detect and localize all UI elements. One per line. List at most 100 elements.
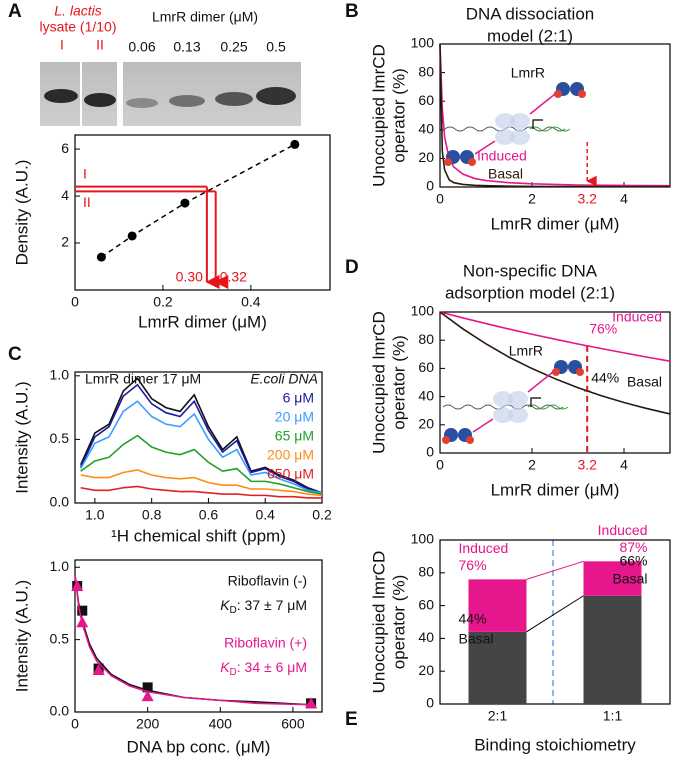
protein-site <box>578 90 586 98</box>
plot-frame <box>439 539 671 705</box>
data-point <box>71 580 84 592</box>
plot-frame <box>74 371 323 504</box>
value-label: 66% <box>619 552 647 568</box>
x-tick-label: 0.6 <box>199 507 219 523</box>
release-arrow <box>472 418 494 433</box>
series-label: Induced <box>477 148 527 164</box>
kd-label: KD: 37 ± 7 μM <box>220 597 307 616</box>
gel-concentration: 0.25 <box>220 39 247 55</box>
y-axis-title: Intensity (A.U.) <box>12 580 31 692</box>
y-tick-label: 80 <box>418 564 434 580</box>
y-tick-label: 80 <box>418 63 434 79</box>
protein-site <box>576 368 584 376</box>
x-axis-title: ¹H chemical shift (ppm) <box>111 526 286 545</box>
y-axis-title: operator (%) <box>389 68 408 162</box>
gel-lane-label: I <box>60 37 64 53</box>
line-series <box>439 43 671 187</box>
bar-segment <box>583 561 642 596</box>
x-axis-title: LmrR dimer (μM) <box>491 214 620 233</box>
y-tick-label: 0.0 <box>50 703 70 719</box>
y-tick-label: 0.5 <box>50 430 70 446</box>
gel-concentration: 0.5 <box>266 39 286 55</box>
kd-symbol: K <box>220 597 230 613</box>
gel-gap <box>80 62 82 126</box>
y-axis-title: Unoccupied lmrCD <box>369 311 388 454</box>
total-label: 87% <box>619 539 647 555</box>
chart-title: DNA dissociation <box>466 4 595 23</box>
dna-strand <box>527 404 569 410</box>
inset-diagram <box>442 360 584 444</box>
plot-frame <box>439 43 671 188</box>
y-tick-label: 0 <box>426 178 434 194</box>
kd-symbol: K <box>220 659 230 675</box>
y-tick-label: 1.0 <box>50 367 70 383</box>
release-arrow <box>527 371 554 393</box>
gel-band <box>84 93 116 107</box>
y-tick-label: 100 <box>411 531 435 547</box>
line-series <box>80 469 323 497</box>
x-tick-label: 0 <box>436 457 444 473</box>
x-tick-label: 400 <box>209 716 233 732</box>
promoter-arrow <box>530 397 541 407</box>
y-axis-title: Unoccupied lmrCD <box>369 44 388 187</box>
protein-site <box>468 158 476 166</box>
value-label: 44% <box>591 370 619 386</box>
inset-diagram <box>444 82 586 166</box>
y-tick-label: 20 <box>418 662 434 678</box>
legend-entry: 6 μM <box>283 390 314 406</box>
kd-subscript: D <box>230 605 237 616</box>
legend-entry: 650 μM <box>267 466 314 482</box>
plot-frame <box>74 559 323 713</box>
reference-label: I <box>83 165 87 181</box>
reference-label: II <box>83 194 91 210</box>
series-label: Basal <box>488 166 523 182</box>
x-tick-label: 0.4 <box>241 294 261 310</box>
x-axis-title: DNA bp conc. (μM) <box>127 737 271 756</box>
y-tick-label: 80 <box>418 331 434 347</box>
release-arrow <box>474 140 496 155</box>
y-tick-label: 60 <box>418 359 434 375</box>
inset-label: LmrR <box>509 343 543 359</box>
value-label: 76% <box>589 321 617 337</box>
y-tick-label: 0 <box>426 695 434 711</box>
data-point <box>76 616 89 628</box>
gel-lane-label: II <box>96 37 104 53</box>
series-label: Induced <box>459 540 509 556</box>
y-tick-label: 100 <box>411 35 435 51</box>
panel-letter: B <box>345 1 359 22</box>
gel-sample-label: L. lactis <box>54 3 101 19</box>
x-axis-title: LmrR dimer (μM) <box>138 312 267 331</box>
kd-subscript: D <box>230 667 237 678</box>
chart-title: adsorption model (2:1) <box>445 283 615 302</box>
kd-label: KD: 34 ± 6 μM <box>220 659 307 678</box>
x-tick-label: 0.2 <box>312 507 332 523</box>
x-tick-label: 2 <box>528 457 536 473</box>
chart-heading: LmrR dimer 17 μM <box>85 371 201 387</box>
protein-ghost <box>493 407 513 423</box>
chart-title: Non-specific DNA <box>463 261 598 280</box>
y-tick-label: 40 <box>418 629 434 645</box>
series-label: Basal <box>459 631 494 647</box>
series-label: Basal <box>627 374 662 390</box>
panel-letter: D <box>345 257 359 278</box>
gel-concentration: 0.06 <box>128 39 155 55</box>
line-series <box>439 43 670 188</box>
bar-segment <box>468 631 527 704</box>
line-series <box>79 383 323 494</box>
x-tick-label: 2:1 <box>488 708 508 724</box>
legend-entry: 20 μM <box>275 409 314 425</box>
data-point <box>96 252 106 262</box>
x-axis-title: Binding stoichiometry <box>474 735 636 754</box>
y-axis-title: Density (A.U.) <box>12 160 31 266</box>
protein-ghost <box>495 113 515 129</box>
bar-segment <box>583 595 642 704</box>
connector <box>526 560 584 580</box>
gel-band <box>44 89 78 103</box>
gel-band <box>126 98 158 108</box>
y-axis-title: Unoccupied lmrCD <box>369 551 388 694</box>
line-series <box>80 485 322 499</box>
y-tick-label: 4 <box>61 187 69 203</box>
protein-site <box>442 436 450 444</box>
panel-letter: C <box>8 344 22 365</box>
y-axis-title: operator (%) <box>389 575 408 669</box>
